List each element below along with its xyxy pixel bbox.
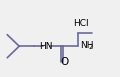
Text: NH: NH [80,41,93,50]
Text: 2: 2 [88,44,93,50]
Text: HN: HN [39,42,53,51]
Text: O: O [60,57,68,67]
Text: HCl: HCl [73,19,89,28]
